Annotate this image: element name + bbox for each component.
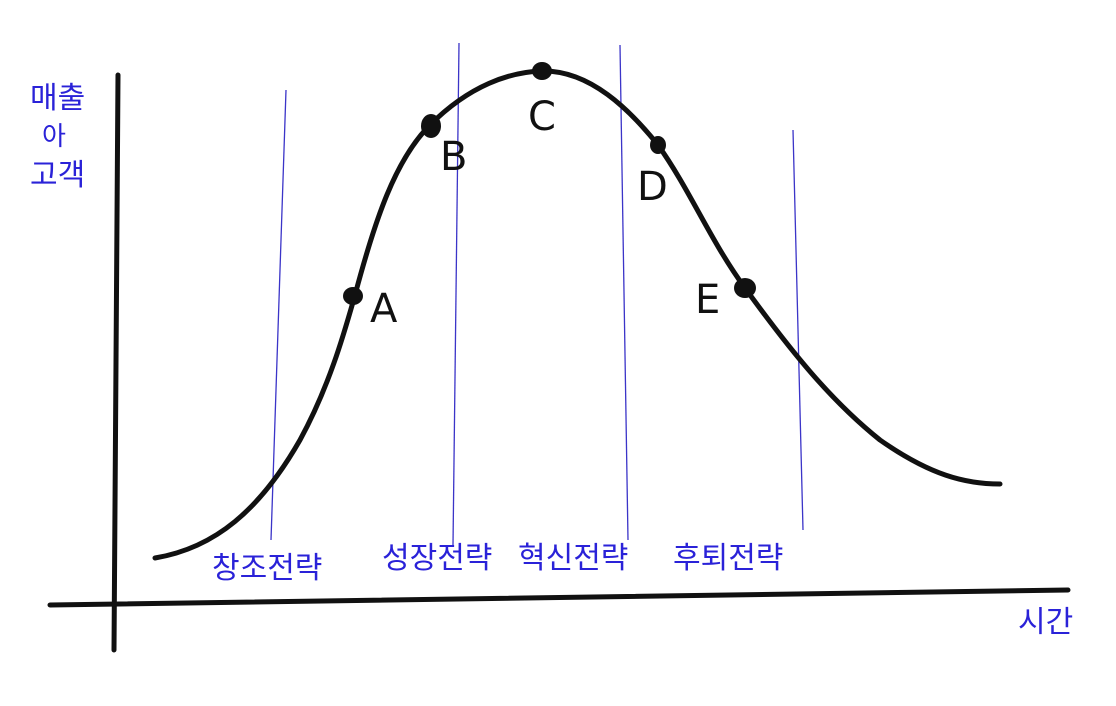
point-c-label: C: [528, 94, 556, 140]
y-axis-label-line2: 아: [42, 122, 66, 152]
y-axis: [111, 72, 121, 653]
point-c-marker: [532, 62, 552, 80]
phase-divider: [270, 89, 287, 541]
point-d-marker: [650, 136, 666, 154]
phase-divider: [792, 129, 804, 531]
point-b-label: B: [440, 134, 467, 180]
strategy-label-creation: 창조전략: [212, 551, 322, 586]
strategy-label-retreat: 후퇴전략: [673, 541, 783, 576]
point-e-label: E: [695, 277, 720, 323]
phase-divider: [619, 44, 629, 541]
x-axis: [47, 587, 1071, 608]
point-a-marker: [343, 287, 363, 305]
point-d-label: D: [637, 164, 668, 210]
y-axis-label-line3: 고객: [30, 158, 85, 193]
phase-divider: [452, 42, 460, 546]
x-axis-label: 시간: [1018, 605, 1073, 640]
lifecycle-curve: [152, 68, 1003, 561]
strategy-label-growth: 성장전략: [382, 541, 492, 576]
point-b-marker: [421, 114, 441, 138]
point-a-label: A: [370, 286, 398, 332]
point-e-marker: [734, 278, 756, 298]
strategy-label-innovation: 혁신전략: [518, 541, 628, 576]
y-axis-label-line1: 매출: [30, 81, 85, 116]
